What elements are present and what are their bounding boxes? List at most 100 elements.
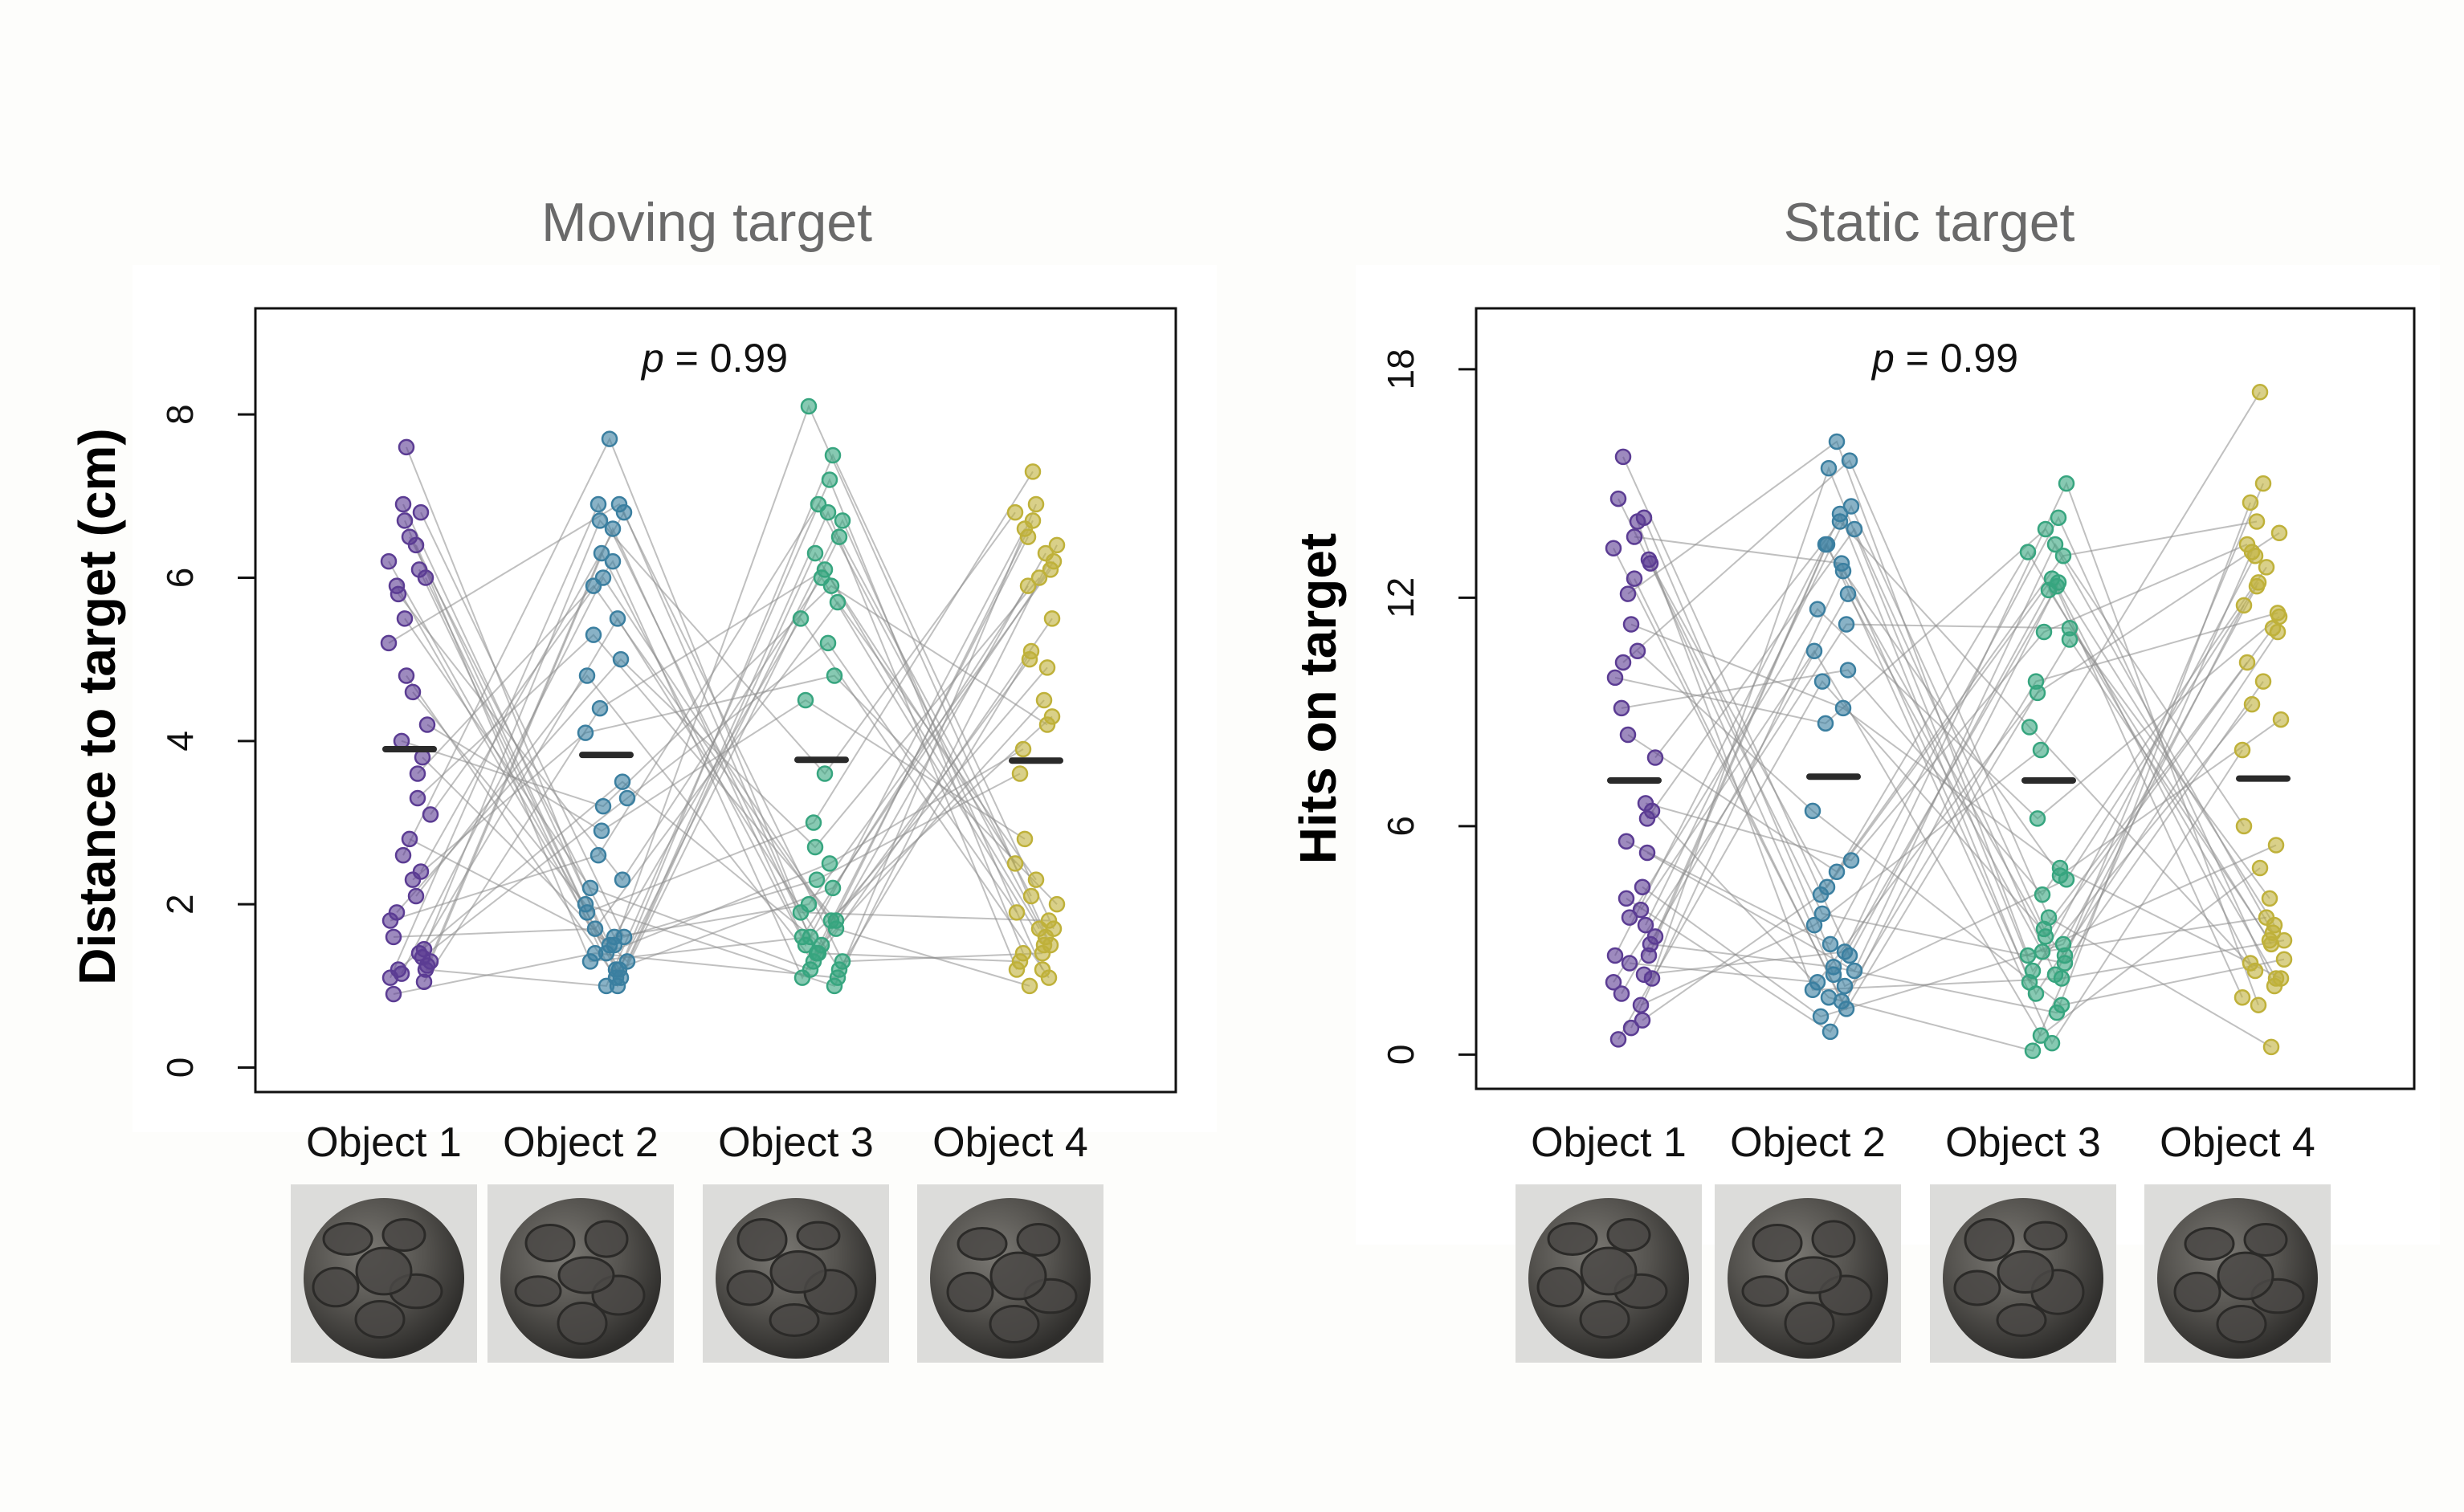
data-point <box>1008 961 1026 978</box>
data-point <box>388 904 406 921</box>
x-tick-label: Object 1 <box>1531 1119 1687 1166</box>
data-point <box>401 830 418 848</box>
data-point <box>1040 969 1058 986</box>
data-point <box>1605 540 1622 556</box>
y-tick-label: 18 <box>1380 348 1422 389</box>
data-point <box>821 471 838 488</box>
data-point <box>2275 931 2293 949</box>
data-point <box>2024 1042 2042 1059</box>
subject-line <box>1643 481 2259 1006</box>
data-point <box>2275 951 2293 968</box>
data-point <box>2235 817 2253 835</box>
data-point <box>1024 463 1042 480</box>
data-point <box>1831 513 1849 530</box>
data-point <box>404 871 422 888</box>
data-point <box>2051 859 2069 877</box>
data-point <box>1632 996 1650 1013</box>
data-point <box>827 912 845 929</box>
data-point <box>1022 887 1040 905</box>
data-point <box>2058 475 2075 492</box>
subject-line <box>1643 517 2259 988</box>
subject-lines <box>1613 391 2285 1052</box>
data-point <box>407 536 425 554</box>
object-thumbnail <box>1715 1184 1901 1363</box>
object-thumbnail <box>1516 1184 1702 1363</box>
data-point <box>2027 985 2045 1002</box>
subject-line <box>1630 569 2282 1029</box>
subject-line <box>401 576 1048 975</box>
data-point <box>1006 503 1024 521</box>
data-point <box>1828 863 1846 880</box>
data-point <box>1646 749 1664 766</box>
data-point <box>1606 947 1624 964</box>
data-point <box>2019 947 2037 964</box>
data-points <box>1605 384 2293 1059</box>
data-point <box>581 879 599 897</box>
subject-line <box>420 511 1021 939</box>
data-point <box>1042 936 1059 954</box>
subject-line <box>388 503 1043 963</box>
data-point <box>2235 597 2253 614</box>
subject-line <box>1651 552 2253 1052</box>
data-point <box>2040 909 2058 926</box>
data-point <box>1614 654 1632 671</box>
data-point <box>806 838 824 856</box>
data-point <box>589 846 607 864</box>
data-point <box>1606 669 1624 687</box>
chart-title: Static target <box>1784 192 2075 253</box>
data-point <box>1609 1031 1627 1048</box>
subject-line <box>430 527 1029 962</box>
data-point <box>802 928 819 946</box>
p-value-annotation: p = 0.99 <box>1870 336 2018 381</box>
data-point <box>1839 662 1857 679</box>
data-point <box>1836 943 1854 960</box>
data-point <box>2254 475 2272 492</box>
x-tick-label: Object 2 <box>503 1119 659 1166</box>
data-point <box>2238 536 2256 553</box>
subject-line <box>1637 521 2285 991</box>
data-point <box>2261 890 2278 907</box>
subject-line <box>1645 544 2248 862</box>
subject-line <box>1622 458 2272 1048</box>
plot-frame <box>254 307 1177 1094</box>
data-point <box>1842 852 1860 869</box>
mean-markers <box>1607 773 2291 784</box>
y-tick-label: 6 <box>1380 816 1422 837</box>
y-tick-label: 12 <box>1380 577 1422 618</box>
data-point <box>2029 684 2046 702</box>
subject-line <box>390 502 1046 938</box>
data-point <box>1011 765 1029 782</box>
data-point <box>2248 513 2266 530</box>
data-point <box>1016 830 1034 848</box>
p-value-annotation: p = 0.99 <box>640 336 788 381</box>
data-point <box>1019 528 1037 545</box>
subject-line <box>409 404 1051 947</box>
data-point <box>380 552 398 570</box>
subject-lines <box>388 404 1058 995</box>
mean-markers <box>382 746 1063 764</box>
data-point <box>618 789 636 807</box>
data-point <box>1618 890 1635 907</box>
data-point <box>410 561 428 578</box>
data-point <box>415 973 433 990</box>
data-point <box>1635 966 1653 984</box>
x-tick-label: Object 3 <box>1945 1119 2101 1166</box>
data-point <box>612 650 630 668</box>
data-point <box>1634 1012 1651 1029</box>
data-point <box>1637 795 1654 812</box>
y-axis-label: Hits on target <box>1289 533 1347 864</box>
data-point <box>585 626 602 643</box>
data-point <box>412 503 430 521</box>
data-point <box>1622 1019 1640 1037</box>
data-point <box>1043 610 1061 627</box>
data-point <box>422 806 439 823</box>
data-point <box>816 561 834 578</box>
data-point <box>826 977 843 995</box>
object-thumbnails <box>1516 1184 2331 1363</box>
data-point <box>1828 433 1846 450</box>
data-point <box>819 634 837 652</box>
data-point <box>390 585 407 603</box>
data-point <box>1833 555 1850 572</box>
data-point <box>2050 509 2067 527</box>
data-point <box>834 953 851 970</box>
